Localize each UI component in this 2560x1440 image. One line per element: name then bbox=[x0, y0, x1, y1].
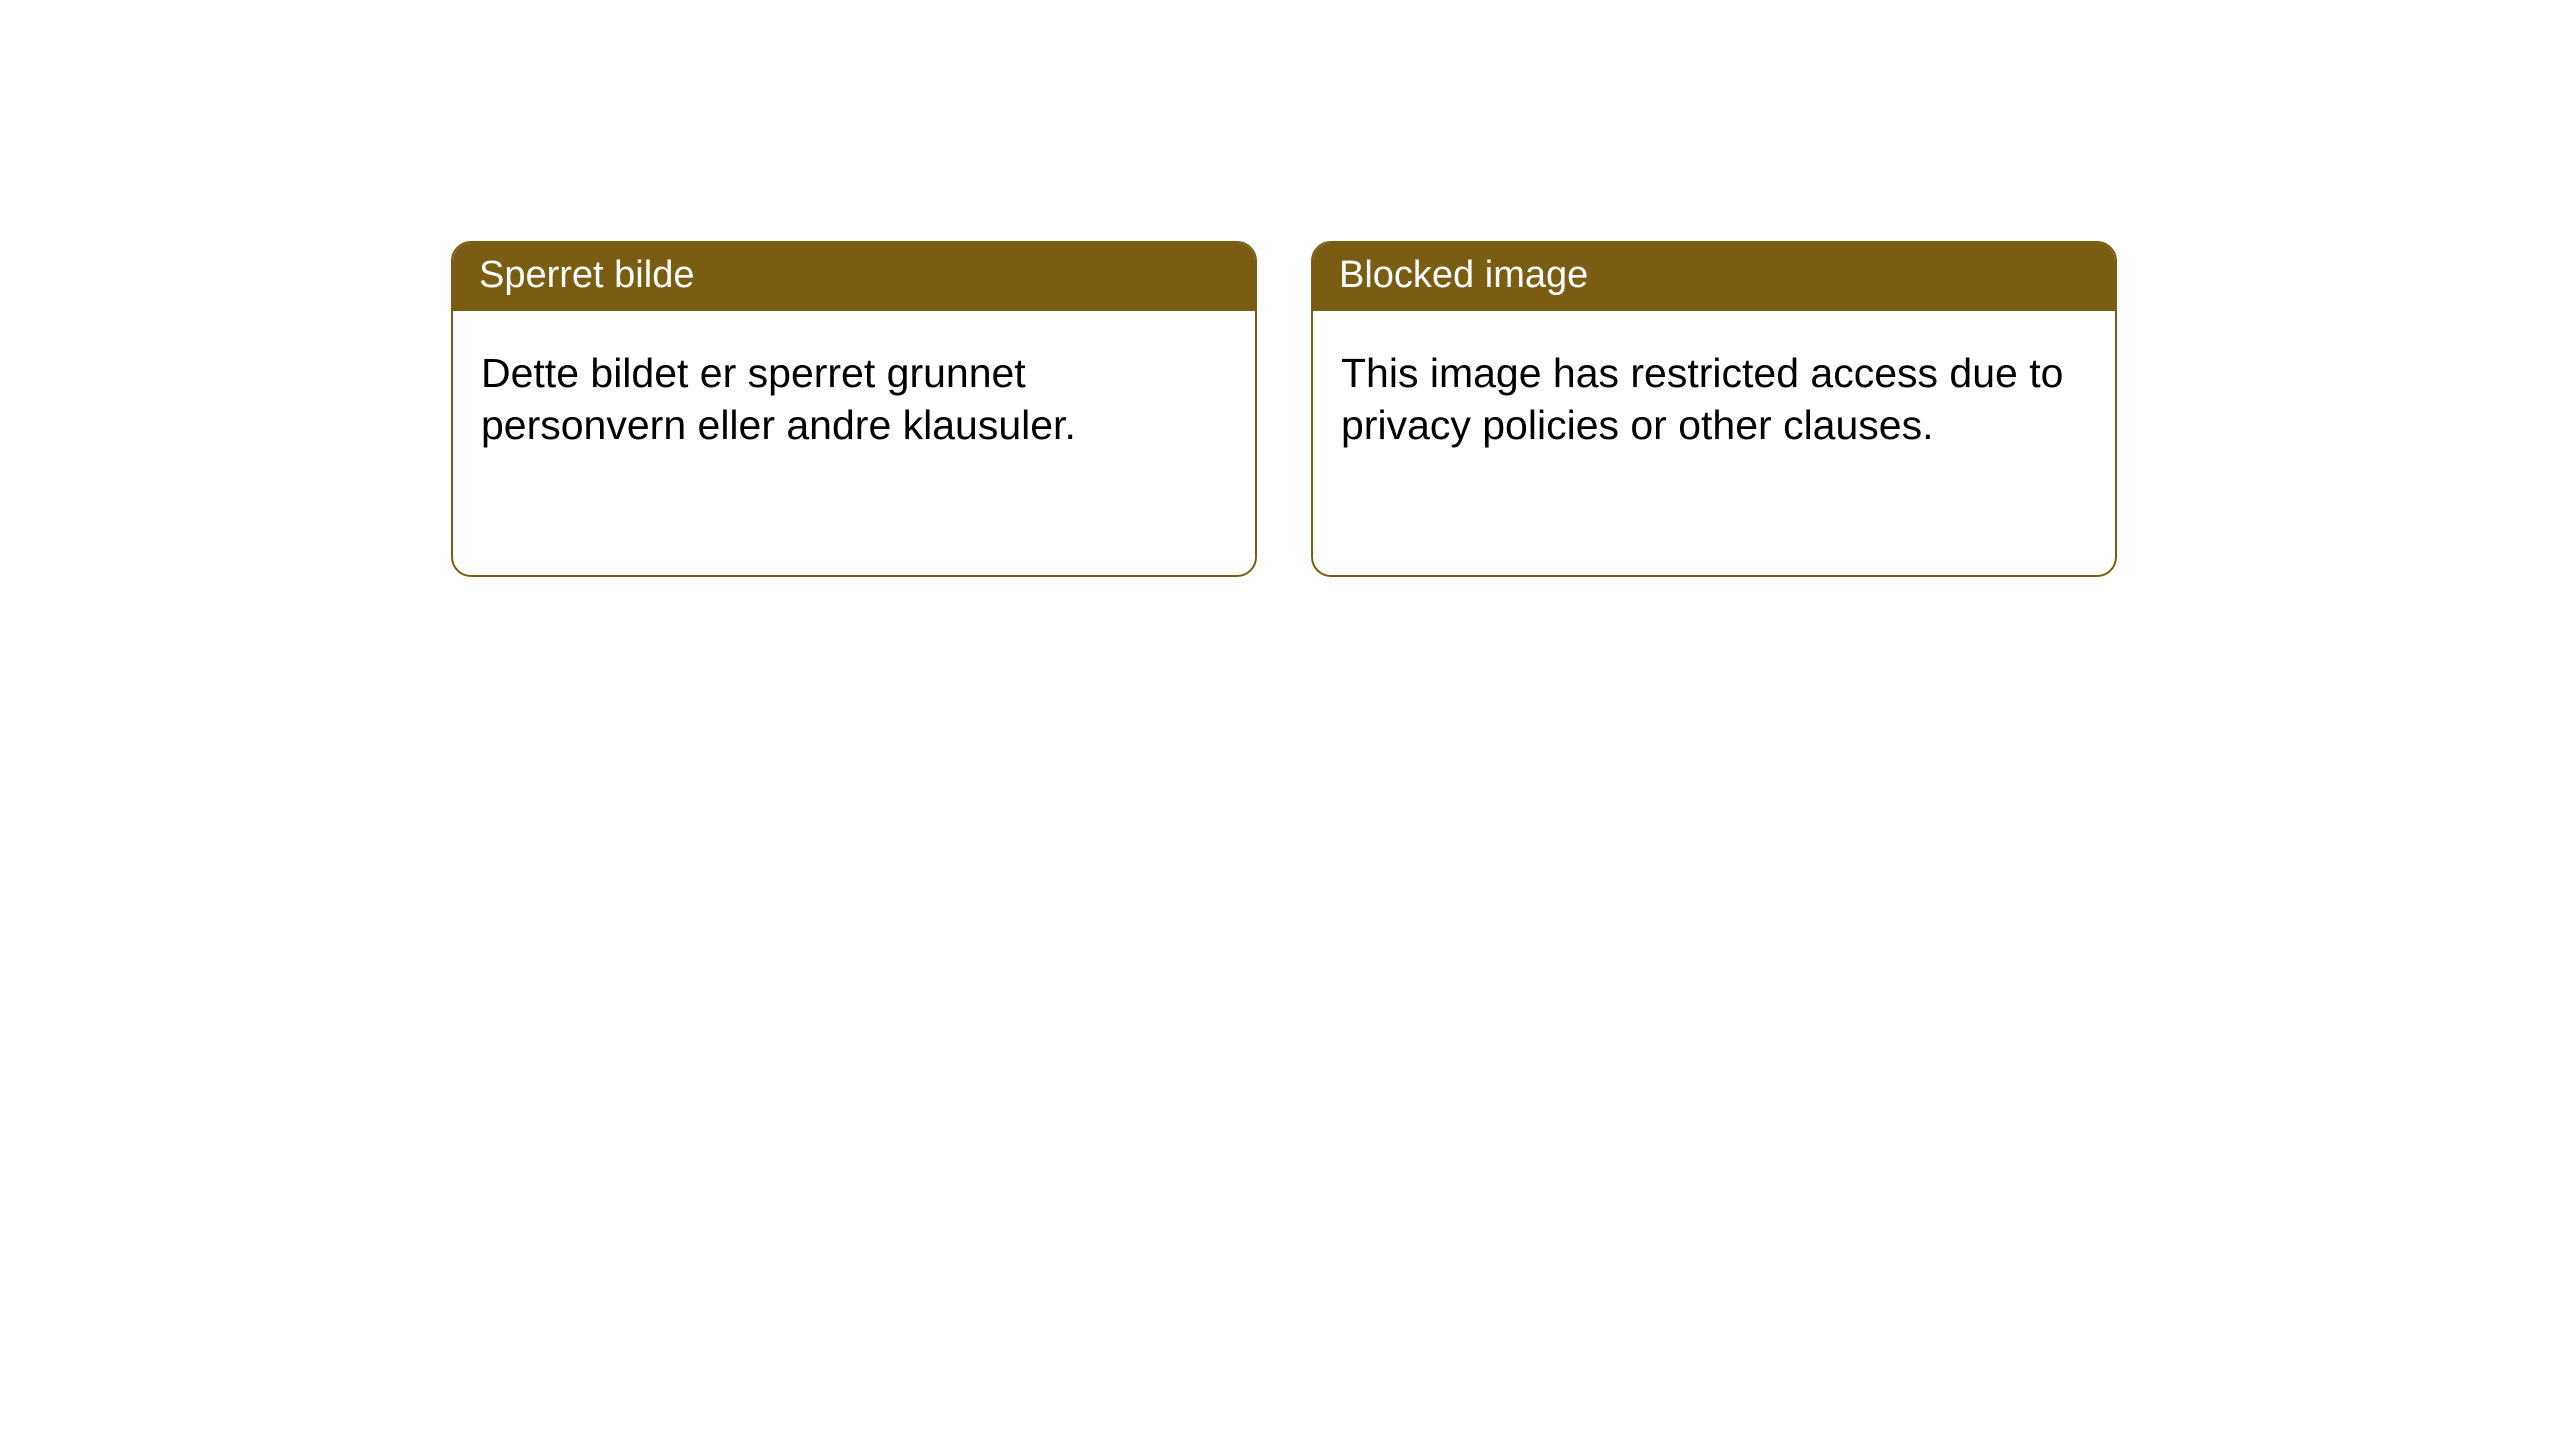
notice-header: Blocked image bbox=[1313, 243, 2115, 311]
notice-body: This image has restricted access due to … bbox=[1313, 311, 2115, 488]
notice-card-norwegian: Sperret bilde Dette bildet er sperret gr… bbox=[451, 241, 1257, 577]
notice-body: Dette bildet er sperret grunnet personve… bbox=[453, 311, 1255, 488]
notice-container: Sperret bilde Dette bildet er sperret gr… bbox=[0, 0, 2560, 577]
notice-header: Sperret bilde bbox=[453, 243, 1255, 311]
notice-card-english: Blocked image This image has restricted … bbox=[1311, 241, 2117, 577]
